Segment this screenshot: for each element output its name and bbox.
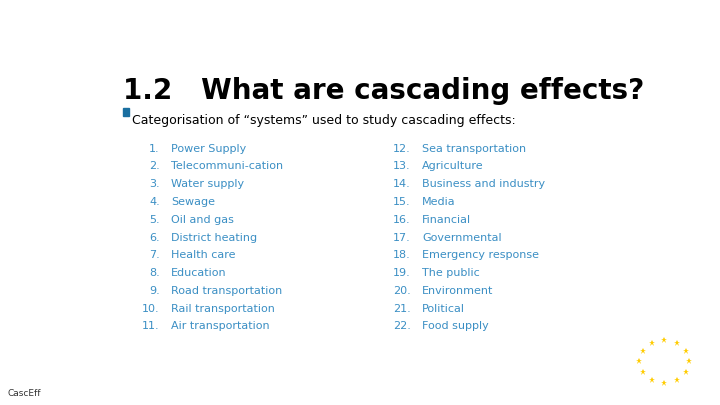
Text: 3.: 3. xyxy=(149,179,160,189)
Text: 10.: 10. xyxy=(142,304,160,314)
Text: Oil and gas: Oil and gas xyxy=(171,215,234,225)
Text: Sewage: Sewage xyxy=(171,197,215,207)
Bar xyxy=(124,108,129,116)
Text: Political: Political xyxy=(422,304,465,314)
Text: CascEff: CascEff xyxy=(7,389,41,398)
Text: 18.: 18. xyxy=(393,250,411,260)
Text: 7.: 7. xyxy=(149,250,160,260)
Text: Business and industry: Business and industry xyxy=(422,179,545,189)
Text: Power Supply: Power Supply xyxy=(171,144,246,154)
Text: 1.2   What are cascading effects?: 1.2 What are cascading effects? xyxy=(124,77,644,104)
Text: Rail transportation: Rail transportation xyxy=(171,304,275,314)
Text: 11.: 11. xyxy=(142,322,160,331)
Text: Telecommuni-cation: Telecommuni-cation xyxy=(171,162,283,171)
Text: Agriculture: Agriculture xyxy=(422,162,484,171)
Text: 20.: 20. xyxy=(393,286,411,296)
Text: 2.: 2. xyxy=(149,162,160,171)
Text: Governmental: Governmental xyxy=(422,232,502,243)
Text: Environment: Environment xyxy=(422,286,493,296)
Text: Financial: Financial xyxy=(422,215,471,225)
Text: District heating: District heating xyxy=(171,232,257,243)
Text: Health care: Health care xyxy=(171,250,235,260)
Text: 17.: 17. xyxy=(393,232,411,243)
Text: Categorisation of “systems” used to study cascading effects:: Categorisation of “systems” used to stud… xyxy=(132,114,516,127)
Text: 19.: 19. xyxy=(393,268,411,278)
Text: 12.: 12. xyxy=(393,144,411,154)
Text: Sea transportation: Sea transportation xyxy=(422,144,526,154)
Text: 4.: 4. xyxy=(149,197,160,207)
Text: The public: The public xyxy=(422,268,480,278)
Text: Media: Media xyxy=(422,197,456,207)
Text: 5.: 5. xyxy=(149,215,160,225)
Text: 21.: 21. xyxy=(393,304,411,314)
Text: Water supply: Water supply xyxy=(171,179,244,189)
Text: Road transportation: Road transportation xyxy=(171,286,282,296)
Text: 13.: 13. xyxy=(393,162,411,171)
Text: 8.: 8. xyxy=(149,268,160,278)
Text: Emergency response: Emergency response xyxy=(422,250,539,260)
Text: 15.: 15. xyxy=(393,197,411,207)
Text: 14.: 14. xyxy=(393,179,411,189)
Text: 16.: 16. xyxy=(393,215,411,225)
Text: 9.: 9. xyxy=(149,286,160,296)
Text: Food supply: Food supply xyxy=(422,322,489,331)
Text: 6.: 6. xyxy=(149,232,160,243)
Text: Education: Education xyxy=(171,268,227,278)
Text: Air transportation: Air transportation xyxy=(171,322,269,331)
Text: 22.: 22. xyxy=(393,322,411,331)
Text: 1.: 1. xyxy=(149,144,160,154)
